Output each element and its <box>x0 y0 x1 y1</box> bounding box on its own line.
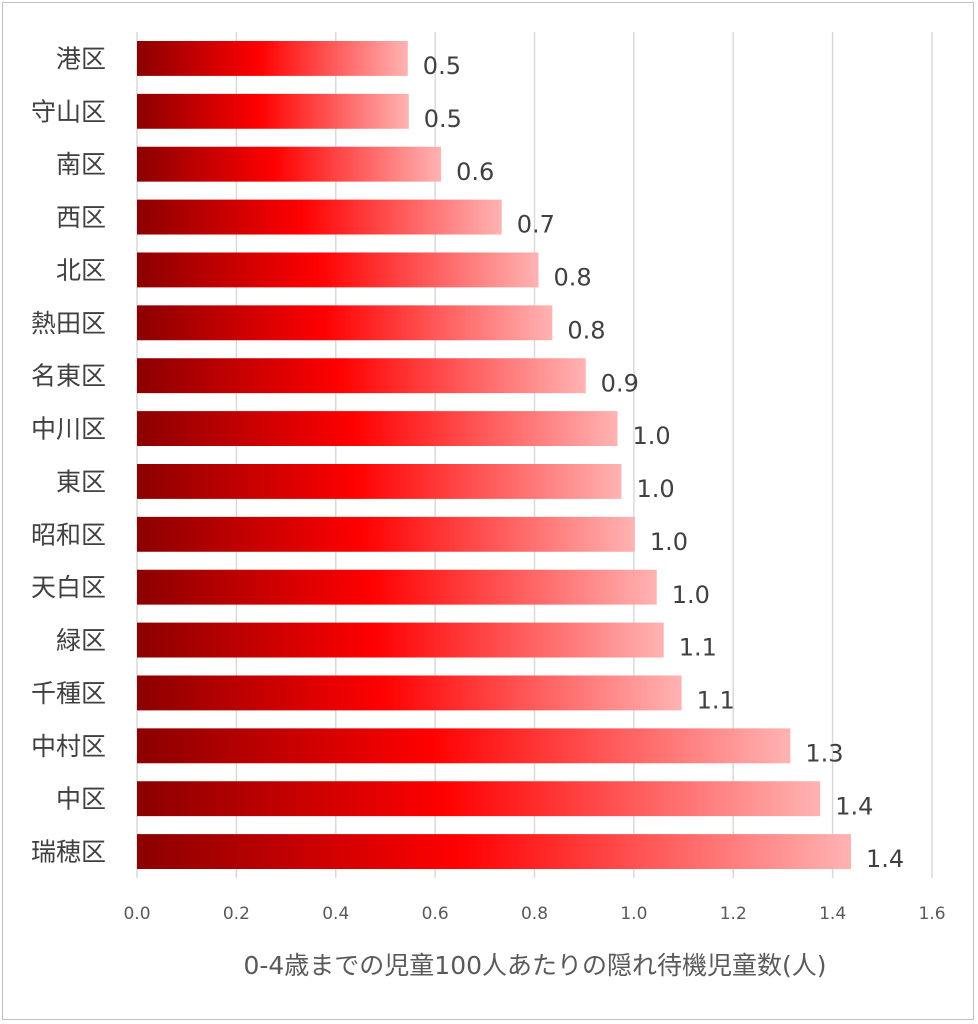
bar <box>137 463 622 499</box>
category-label: 熱田区 <box>31 309 106 338</box>
category-label: 名東区 <box>31 362 106 391</box>
data-label: 0.5 <box>423 52 461 80</box>
bar <box>137 675 682 711</box>
category-label: 中川区 <box>31 415 106 444</box>
bar <box>137 358 586 394</box>
category-label: 守山区 <box>31 97 106 126</box>
data-label: 1.0 <box>672 581 710 609</box>
x-tick-label: 1.6 <box>918 904 945 924</box>
bar <box>137 252 539 288</box>
category-label: 港区 <box>56 44 106 73</box>
bar <box>137 93 409 129</box>
data-label: 1.4 <box>866 845 904 873</box>
bar <box>137 516 635 552</box>
bar <box>137 199 502 235</box>
x-tick-label: 1.4 <box>819 904 846 924</box>
category-label: 天白区 <box>31 573 106 602</box>
x-tick-label: 0.2 <box>223 904 250 924</box>
bar <box>137 411 618 447</box>
category-label: 瑞穂区 <box>31 838 106 867</box>
category-label: 中区 <box>56 785 106 814</box>
bar <box>137 728 791 764</box>
category-label: 南区 <box>56 150 106 179</box>
data-label: 0.9 <box>601 369 639 397</box>
bars <box>137 40 852 870</box>
category-label: 中村区 <box>31 732 106 761</box>
x-tick-label: 0.4 <box>322 904 349 924</box>
bar <box>137 146 442 182</box>
bar <box>137 40 408 76</box>
data-label: 1.1 <box>697 687 735 715</box>
category-label: 西区 <box>56 203 106 232</box>
x-tick-label: 1.2 <box>720 904 747 924</box>
bar <box>137 622 664 658</box>
x-tick-label: 0.6 <box>422 904 449 924</box>
category-labels: 港区守山区南区西区北区熱田区名東区中川区東区昭和区天白区緑区千種区中村区中区瑞穂… <box>31 44 106 866</box>
data-label: 0.8 <box>567 316 605 344</box>
bar <box>137 569 657 605</box>
data-labels: 0.5 0.5 0.6 0.7 0.8 0.8 0.9 1.0 1.0 1.0 1.0 1.1 1.1 1… <box>423 52 904 873</box>
bar <box>137 834 852 870</box>
data-label: 1.1 <box>679 634 717 662</box>
x-tick-label: 0.0 <box>123 904 150 924</box>
data-label: 0.5 <box>424 105 462 133</box>
data-label: 1.0 <box>636 475 674 503</box>
data-label: 1.3 <box>805 739 843 767</box>
bar <box>137 305 553 341</box>
category-label: 北区 <box>56 256 106 285</box>
category-label: 緑区 <box>56 626 106 655</box>
category-label: 東区 <box>56 467 106 496</box>
category-label: 千種区 <box>31 679 106 708</box>
category-label: 昭和区 <box>31 520 106 549</box>
data-label: 1.0 <box>632 422 670 450</box>
x-axis-title: 0-4歳までの児童100人あたりの隠れ待機児童数(人) <box>243 951 826 980</box>
x-tick-label: 1.0 <box>620 904 647 924</box>
data-label: 1.0 <box>650 528 688 556</box>
data-label: 0.6 <box>456 158 494 186</box>
x-tick-label: 0.8 <box>521 904 548 924</box>
x-tick-labels: 0.0 0.2 0.4 0.6 0.8 1.0 1.2 1.4 1.6 <box>123 904 945 924</box>
data-label: 0.8 <box>553 264 591 292</box>
bar <box>137 781 821 817</box>
data-label: 1.4 <box>835 792 873 820</box>
data-label: 0.7 <box>517 211 555 239</box>
